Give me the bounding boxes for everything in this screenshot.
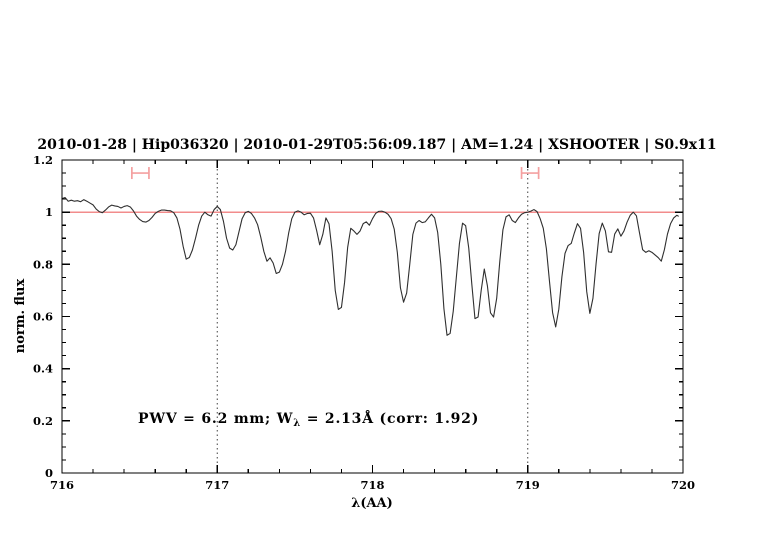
x-tick-label-720: 720	[671, 478, 695, 492]
y-tick-label-0.4: 0.4	[33, 362, 53, 376]
x-tick-label-719: 719	[516, 478, 540, 492]
tick-labels-layer: 716 717 718 719 720 0 0.2 0.4 0.6 0.8 1 1.2	[33, 153, 695, 492]
x-tick-label-717: 717	[205, 478, 229, 492]
x-tick-label-716: 716	[50, 478, 74, 492]
y-tick-label-0: 0	[45, 466, 53, 480]
pwv-annotation: PWV = 6.2 mm; Wλ = 2.13Å (corr: 1.92)	[138, 409, 479, 429]
y-tick-label-1: 1	[45, 205, 53, 219]
y-tick-label-1.2: 1.2	[33, 153, 53, 167]
pwv-annotation-prefix: PWV = 6.2 mm; W	[138, 411, 293, 427]
spectrum-line-layer	[61, 197, 679, 336]
plot-title: 2010-01-28 | Hip036320 | 2010-01-29T05:5…	[37, 137, 716, 153]
range-markers-layer	[131, 167, 540, 180]
range-marker-2	[520, 167, 540, 180]
range-marker-1	[131, 167, 150, 180]
y-tick-label-0.2: 0.2	[33, 414, 53, 428]
x-tick-label-718: 718	[360, 478, 384, 492]
pwv-annotation-subscript: λ	[293, 418, 301, 429]
y-tick-label-0.8: 0.8	[33, 257, 53, 271]
y-axis-label: norm. flux	[13, 279, 28, 354]
y-tick-label-0.6: 0.6	[33, 310, 53, 324]
spectrum-line	[61, 197, 679, 336]
x-axis-label: λ(AA)	[351, 496, 393, 511]
pwv-annotation-suffix: = 2.13Å (corr: 1.92)	[301, 409, 479, 427]
axes-layer	[61, 159, 684, 474]
